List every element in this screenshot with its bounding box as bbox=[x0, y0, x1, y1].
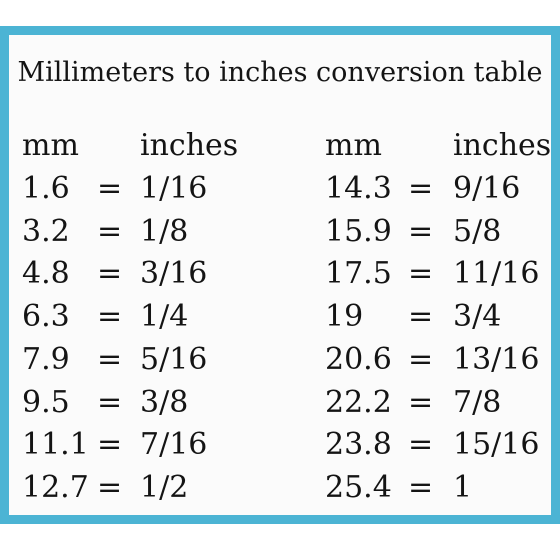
left-mm-value: 11.1 bbox=[22, 427, 89, 463]
right-mm-value: 22.2 bbox=[325, 384, 392, 420]
left-inches-value: 1/8 bbox=[140, 213, 189, 249]
right-equals-sign: = bbox=[408, 384, 434, 420]
left-equals-sign: = bbox=[97, 341, 123, 377]
left-inches-value: 1/16 bbox=[140, 171, 208, 206]
left-mm-value: 9.5 bbox=[22, 384, 70, 420]
left-equals-sign: = bbox=[97, 171, 123, 206]
left-equals-sign: = bbox=[97, 299, 123, 335]
right-equals-sign: = bbox=[408, 341, 434, 377]
right-inches-value: 1 bbox=[453, 469, 473, 505]
right-inches-value: 11/16 bbox=[453, 256, 540, 292]
left-inches-value: 5/16 bbox=[140, 341, 208, 377]
right-inches-value: 5/8 bbox=[453, 213, 502, 249]
left-mm-value: 1.6 bbox=[22, 171, 70, 206]
left-inches-value: 7/16 bbox=[140, 427, 208, 463]
right-inches-value: 3/4 bbox=[453, 299, 502, 335]
left-equals-sign: = bbox=[97, 256, 123, 292]
left-mm-value: 3.2 bbox=[22, 213, 70, 249]
right-equals-sign: = bbox=[408, 299, 434, 335]
right-inches-value: 9/16 bbox=[453, 171, 521, 206]
right-mm-value: 15.9 bbox=[325, 213, 392, 249]
right-equals-sign: = bbox=[408, 256, 434, 292]
table-title: Millimeters to inches conversion table bbox=[17, 57, 543, 88]
left-equals-sign: = bbox=[97, 469, 123, 505]
left-mm-value: 12.7 bbox=[22, 469, 89, 505]
right-inches-value: 15/16 bbox=[453, 427, 540, 463]
right-mm-value: 19 bbox=[325, 299, 364, 335]
left-inches-value: 1/2 bbox=[140, 469, 189, 505]
left-equals-sign: = bbox=[97, 384, 123, 420]
left-mm-header: mm bbox=[22, 128, 79, 163]
right-mm-value: 25.4 bbox=[325, 469, 392, 505]
right-inches-header: inches bbox=[453, 128, 552, 163]
left-equals-sign: = bbox=[97, 213, 123, 249]
left-inches-value: 3/16 bbox=[140, 256, 208, 292]
right-equals-sign: = bbox=[408, 427, 434, 463]
right-mm-header: mm bbox=[325, 128, 382, 163]
left-equals-sign: = bbox=[97, 427, 123, 463]
right-inches-value: 13/16 bbox=[453, 341, 540, 377]
left-mm-value: 4.8 bbox=[22, 256, 70, 292]
left-mm-value: 6.3 bbox=[22, 299, 70, 335]
left-inches-value: 1/4 bbox=[140, 299, 189, 335]
left-inches-value: 3/8 bbox=[140, 384, 189, 420]
right-inches-value: 7/8 bbox=[453, 384, 502, 420]
right-mm-value: 20.6 bbox=[325, 341, 392, 377]
conversion-table-frame: Millimeters to inches conversion table m… bbox=[0, 26, 560, 524]
right-equals-sign: = bbox=[408, 213, 434, 249]
right-equals-sign: = bbox=[408, 171, 434, 206]
left-inches-header: inches bbox=[140, 128, 239, 163]
right-mm-value: 23.8 bbox=[325, 427, 392, 463]
left-mm-value: 7.9 bbox=[22, 341, 70, 377]
right-equals-sign: = bbox=[408, 469, 434, 505]
right-mm-value: 17.5 bbox=[325, 256, 392, 292]
right-mm-value: 14.3 bbox=[325, 171, 392, 206]
